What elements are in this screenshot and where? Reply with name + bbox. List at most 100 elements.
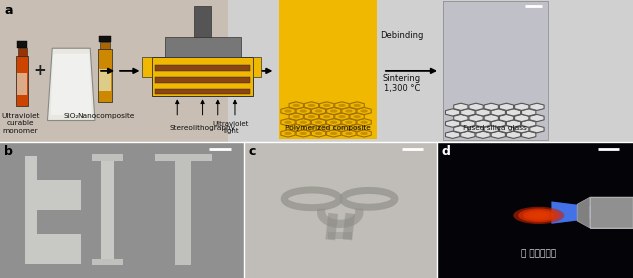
Text: d: d: [441, 145, 450, 158]
Polygon shape: [551, 202, 623, 224]
Polygon shape: [530, 115, 544, 122]
Polygon shape: [304, 124, 318, 131]
Polygon shape: [335, 113, 349, 120]
Text: a: a: [4, 4, 13, 17]
Bar: [437, 142, 633, 278]
Text: c: c: [248, 145, 256, 158]
Bar: [92, 154, 123, 161]
Polygon shape: [484, 103, 498, 110]
Bar: [155, 65, 250, 71]
Bar: [194, 6, 211, 37]
Polygon shape: [446, 131, 460, 138]
Text: Debinding: Debinding: [380, 31, 423, 40]
Polygon shape: [296, 119, 310, 126]
Polygon shape: [311, 130, 325, 137]
Circle shape: [345, 132, 353, 135]
Circle shape: [323, 126, 330, 130]
Polygon shape: [51, 54, 92, 115]
Polygon shape: [327, 119, 341, 126]
Polygon shape: [311, 107, 325, 115]
Polygon shape: [320, 113, 334, 120]
Text: Nanocomposite: Nanocomposite: [78, 113, 135, 119]
Bar: [142, 57, 152, 76]
Polygon shape: [446, 120, 460, 127]
Text: SiO₂: SiO₂: [63, 113, 78, 119]
Polygon shape: [342, 107, 356, 115]
Bar: [244, 142, 437, 278]
Bar: [155, 77, 250, 83]
Polygon shape: [350, 102, 364, 109]
Text: Sintering
1,300 °C: Sintering 1,300 °C: [383, 74, 421, 93]
Bar: [99, 36, 111, 42]
Polygon shape: [281, 107, 295, 115]
Polygon shape: [499, 126, 513, 133]
Circle shape: [292, 115, 300, 118]
Circle shape: [284, 110, 292, 113]
Polygon shape: [469, 103, 483, 110]
Text: Fused silica glass: Fused silica glass: [463, 125, 527, 131]
Polygon shape: [484, 115, 498, 122]
Bar: [590, 197, 633, 228]
Bar: [152, 57, 253, 96]
Polygon shape: [335, 102, 349, 109]
Bar: [590, 197, 633, 228]
Polygon shape: [484, 126, 498, 133]
Circle shape: [315, 110, 322, 113]
Circle shape: [345, 110, 353, 113]
Circle shape: [338, 104, 346, 107]
Polygon shape: [522, 120, 536, 127]
Circle shape: [308, 104, 315, 107]
Bar: [16, 56, 28, 106]
Polygon shape: [522, 109, 536, 116]
Polygon shape: [469, 126, 483, 133]
Bar: [101, 156, 114, 264]
Polygon shape: [446, 109, 460, 116]
Polygon shape: [335, 124, 349, 131]
Text: Ultraviolet
light: Ultraviolet light: [213, 121, 249, 133]
Circle shape: [308, 126, 315, 130]
Polygon shape: [342, 119, 356, 126]
Bar: [100, 42, 110, 49]
Bar: [18, 48, 27, 56]
Polygon shape: [357, 130, 372, 137]
Circle shape: [353, 104, 361, 107]
Bar: [155, 89, 250, 95]
Bar: [0, 142, 244, 278]
Circle shape: [360, 132, 368, 135]
Polygon shape: [327, 107, 341, 115]
Circle shape: [330, 110, 337, 113]
Polygon shape: [506, 131, 520, 138]
Circle shape: [292, 126, 300, 130]
Circle shape: [299, 121, 307, 124]
Polygon shape: [515, 126, 529, 133]
Polygon shape: [506, 120, 520, 127]
Polygon shape: [327, 130, 341, 137]
Bar: [443, 1, 548, 140]
Polygon shape: [461, 131, 475, 138]
Polygon shape: [350, 113, 364, 120]
Polygon shape: [461, 120, 475, 127]
Circle shape: [360, 121, 368, 124]
Polygon shape: [469, 115, 483, 122]
Circle shape: [299, 110, 307, 113]
Circle shape: [315, 132, 322, 135]
Circle shape: [338, 115, 346, 118]
Circle shape: [353, 126, 361, 130]
Polygon shape: [289, 124, 303, 131]
Circle shape: [284, 132, 292, 135]
Ellipse shape: [523, 210, 555, 221]
Text: Polymerized composite: Polymerized composite: [285, 125, 370, 131]
Bar: [0, 0, 633, 142]
Polygon shape: [522, 131, 536, 138]
Polygon shape: [320, 124, 334, 131]
Polygon shape: [515, 115, 529, 122]
Polygon shape: [530, 126, 544, 133]
Circle shape: [299, 132, 307, 135]
Text: b: b: [4, 145, 13, 158]
Polygon shape: [491, 120, 505, 127]
Polygon shape: [506, 109, 520, 116]
Polygon shape: [289, 102, 303, 109]
Circle shape: [353, 115, 361, 118]
Polygon shape: [551, 202, 623, 224]
Polygon shape: [476, 120, 490, 127]
